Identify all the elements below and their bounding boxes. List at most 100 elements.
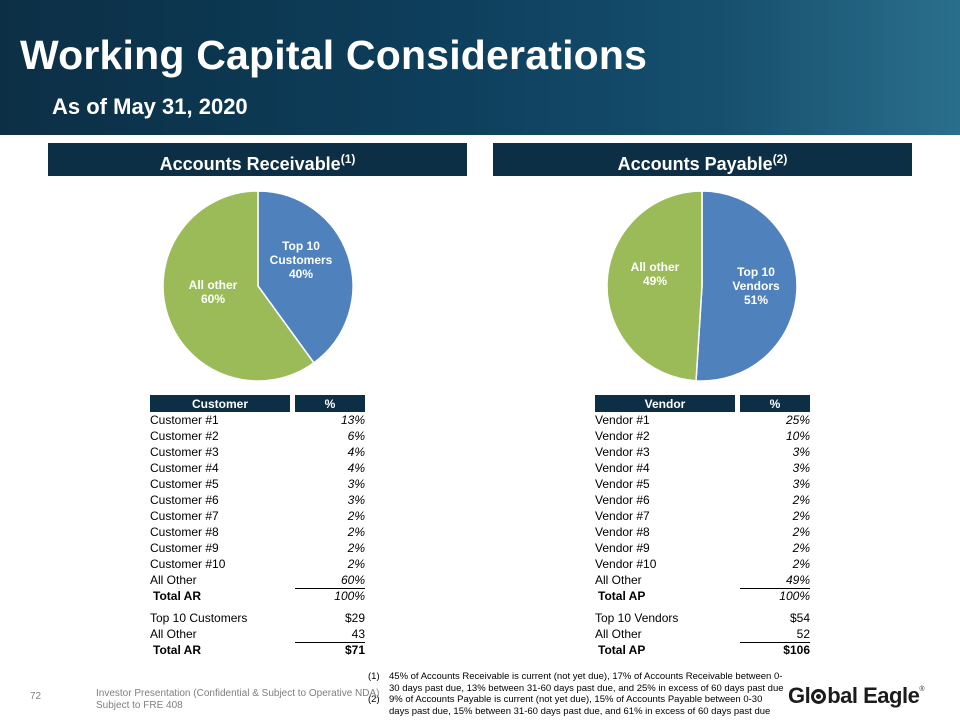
ap-table-row: Vendor #4 3% [595,460,810,476]
ap-total-pct: 100% [740,587,810,604]
ar-heading-text: Accounts Receivable [159,154,341,174]
ap-total-row: Total AP 100% [595,587,810,604]
ar-table-row: Customer #10 2% [150,556,365,572]
ap-row-name: All Other [595,573,642,587]
ar-row-pct: 13% [340,413,365,427]
ap-row-pct: 3% [792,461,810,475]
ar-table-row: All Other 60% [150,572,365,588]
ap-row-pct: 10% [785,429,810,443]
page-title: Working Capital Considerations [20,32,648,78]
ap-table-row: Vendor #8 2% [595,524,810,540]
ar-table-row: Customer #4 4% [150,460,365,476]
ar-row-pct: 2% [347,525,365,539]
ap-summary-total-row: Total AP $106 [595,641,810,658]
ap-row-pct: 3% [792,445,810,459]
ar-row-pct: 2% [347,541,365,555]
ap-row-pct: 3% [792,477,810,491]
footer-line-2: Subject to FRE 408 [96,700,183,711]
ap-table-row: Vendor #7 2% [595,508,810,524]
ar-row-name: Customer #8 [150,525,219,539]
ap-table-row: Vendor #3 3% [595,444,810,460]
logo-registered-mark: ® [919,686,924,693]
ap-row-name: Vendor #1 [595,413,650,427]
ap-row-pct: 25% [785,413,810,427]
ap-table-row: Vendor #5 3% [595,476,810,492]
ar-table-header: Customer % [150,395,365,412]
ar-row-name: Customer #4 [150,461,219,475]
page-subtitle: As of May 31, 2020 [52,94,248,119]
global-eagle-logo: Gl bal Eagle® [788,683,924,709]
ar-row-name: Customer #6 [150,493,219,507]
ar-summary-amount: 43 [351,626,365,641]
ar-section-heading: Accounts Receivable(1) [48,143,467,176]
header-banner [0,0,960,135]
ar-row-pct: 3% [347,493,365,507]
ap-row-pct: 2% [792,557,810,571]
ar-summary-total: $71 [295,641,365,658]
ap-row-name: Vendor #4 [595,461,650,475]
ap-row-name: Vendor #2 [595,429,650,443]
pie-slice-top-10-vendors [695,190,798,382]
ap-heading-footnote: (2) [772,152,788,166]
ar-row-name: Customer #7 [150,509,219,523]
ap-heading-text: Accounts Payable [617,154,773,174]
footnote-2-text: 9% of Accounts Payable is current (not y… [389,694,771,717]
ap-table-row: Vendor #2 10% [595,428,810,444]
ap-table-row: Vendor #9 2% [595,540,810,556]
ar-total-label: Total AR [153,589,201,603]
ar-table-row: Customer #1 13% [150,412,365,428]
footer-disclaimer: Investor Presentation (Confidential & Su… [96,688,379,712]
logo-text-start: Gl [788,683,811,708]
ar-total-row: Total AR 100% [150,587,365,604]
ap-table-row: Vendor #6 2% [595,492,810,508]
footnote-1-number: (1) [368,671,380,682]
ap-summary-name: Top 10 Vendors [595,611,679,625]
ap-summary-name: All Other [595,627,642,641]
ar-row-pct: 2% [347,509,365,523]
pie-label-all-other: All other 49% [631,260,680,288]
ar-row-name: Customer #1 [150,413,219,427]
ar-pie-chart: Top 10 Customers 40% All other 60% [162,190,354,382]
ar-row-name: Customer #9 [150,541,219,555]
ap-summary-row: All Other 52 [595,626,810,642]
ap-table-row: Vendor #10 2% [595,556,810,572]
ar-summary-row: Top 10 Customers $29 [150,610,365,626]
ap-col-pct: % [740,395,810,412]
ap-row-pct: 2% [792,525,810,539]
ap-row-pct: 2% [792,509,810,523]
logo-text-end: bal Eagle [827,683,920,708]
ar-row-name: All Other [150,573,197,587]
ap-row-name: Vendor #7 [595,509,650,523]
ar-table-row: Customer #7 2% [150,508,365,524]
ar-summary-name: All Other [150,627,197,641]
ap-row-name: Vendor #8 [595,525,650,539]
ar-row-name: Customer #10 [150,557,226,571]
ar-total-pct: 100% [295,587,365,604]
ap-summary-amount: $54 [789,611,810,625]
ar-summary-total-row: Total AR $71 [150,641,365,658]
footer-line-1: Investor Presentation (Confidential & Su… [96,688,380,699]
pie-slice-all-other [162,190,315,382]
pie-label-top-10-vendors: Top 10 Vendors 51% [732,265,780,307]
ar-row-name: Customer #3 [150,445,219,459]
ap-row-name: Vendor #9 [595,541,650,555]
pie-slice-top-10-customers [257,190,354,364]
page-number: 72 [30,691,42,702]
ap-summary-row: Top 10 Vendors $54 [595,610,810,626]
ar-row-name: Customer #2 [150,429,219,443]
ap-col-vendor: Vendor [595,395,735,412]
footnote-1-text: 45% of Accounts Receivable is current (n… [389,671,784,694]
ar-col-customer: Customer [150,395,290,412]
ar-summary-row: All Other 43 [150,626,365,642]
ar-customer-table: Customer % Customer #1 13% Customer #2 6% Cu… [150,395,365,658]
ar-row-pct: 3% [347,477,365,491]
ar-table-row: Customer #9 2% [150,540,365,556]
ap-section-heading: Accounts Payable(2) [493,143,912,176]
ar-summary-name: Top 10 Customers [150,611,248,625]
ap-row-name: Vendor #3 [595,445,650,459]
ap-row-pct: 2% [792,541,810,555]
ar-row-pct: 4% [347,445,365,459]
ap-row-name: Vendor #5 [595,477,650,491]
ap-table-row: All Other 49% [595,572,810,588]
ar-col-pct: % [295,395,365,412]
